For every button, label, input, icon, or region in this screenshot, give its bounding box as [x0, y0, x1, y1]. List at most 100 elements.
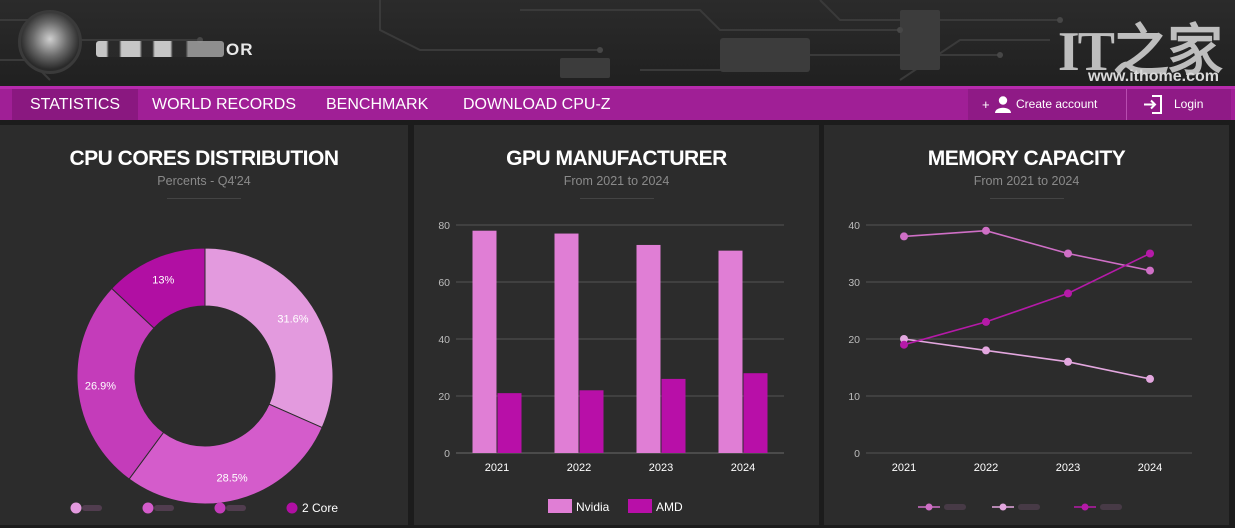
- series-line: [903, 229, 1151, 272]
- cpu-cores-panel: CPU CORES DISTRIBUTION Percents - Q4'24 …: [0, 125, 408, 525]
- bar-nvidia: [636, 244, 661, 453]
- memory-line-chart: 0 10 20 30 40 2021 2022 2023 2024: [848, 220, 1192, 511]
- plus-icon: +: [982, 97, 990, 112]
- circuit-background: [0, 0, 1063, 81]
- series-point: [1064, 289, 1072, 298]
- series-point: [1146, 374, 1154, 383]
- main-nav: STATISTICS WORLD RECORDS BENCHMARK DOWNL…: [0, 86, 1235, 120]
- x-tick-label: 2023: [649, 462, 673, 474]
- x-tick-label: 2021: [485, 462, 509, 474]
- login-label: Login: [1174, 97, 1204, 111]
- bar-amd: [743, 373, 768, 453]
- series-point: [1064, 249, 1072, 258]
- x-tick-label: 2024: [1138, 462, 1162, 474]
- legend-marker: [70, 502, 82, 514]
- series-point: [1146, 249, 1154, 258]
- user-icon: [995, 96, 1011, 113]
- bar-amd: [579, 390, 604, 453]
- nav-world-records[interactable]: WORLD RECORDS: [152, 96, 297, 113]
- x-tick-label: 2021: [892, 462, 916, 474]
- legend-label-blurred: [154, 505, 174, 511]
- y-tick-label: 0: [854, 448, 860, 460]
- series-point: [982, 226, 990, 235]
- y-tick-label: 20: [848, 334, 860, 346]
- y-tick-label: 10: [848, 391, 860, 403]
- watermark-url: www.ithome.com: [1088, 68, 1219, 85]
- series-point: [1146, 266, 1154, 275]
- site-logo-text[interactable]: OR: [96, 40, 254, 60]
- nav-separator: [1126, 89, 1127, 120]
- x-tick-label: 2022: [974, 462, 998, 474]
- bar-nvidia: [718, 250, 743, 453]
- donut-slice: [76, 287, 165, 480]
- donut-slice: [128, 403, 323, 505]
- nav-statistics[interactable]: STATISTICS: [12, 89, 139, 120]
- gpu-manufacturer-panel: GPU MANUFACTURER From 2021 to 2024 0 20 40…: [414, 125, 819, 525]
- create-account-label: Create account: [1016, 97, 1098, 111]
- donut-slice-label: 31.6%: [277, 314, 308, 326]
- memory-subtitle: From 2021 to 2024: [973, 174, 1080, 188]
- series-point: [900, 232, 908, 241]
- memory-capacity-panel: MEMORY CAPACITY From 2021 to 2024 0 10 20 3…: [824, 125, 1229, 525]
- y-tick-label: 20: [438, 391, 450, 403]
- legend-marker: [1081, 503, 1089, 511]
- donut-slice-label: 13%: [152, 275, 174, 287]
- y-tick-label: 40: [438, 334, 450, 346]
- x-tick-label: 2022: [567, 462, 591, 474]
- gpu-title: GPU MANUFACTURER: [506, 147, 727, 170]
- gpu-bar-chart: 0 20 40 60 80 2021 2022 2023 2024 Nvidia AMD: [438, 220, 784, 514]
- create-account-button[interactable]: + Create account: [968, 89, 1126, 120]
- x-tick-label: 2024: [731, 462, 755, 474]
- legend-swatch: [548, 499, 572, 513]
- watermark-logo: IT之家: [1057, 21, 1223, 83]
- y-tick-label: 30: [848, 277, 860, 289]
- donut-slice: [110, 247, 206, 329]
- legend-marker: [925, 503, 933, 511]
- logo-text-suffix: OR: [226, 40, 254, 59]
- legend-label-blurred: [944, 504, 966, 510]
- bar-amd: [497, 393, 522, 453]
- series-point: [900, 335, 908, 343]
- legend-label: AMD: [656, 500, 683, 514]
- donut-slice: [204, 247, 334, 429]
- legend-marker: [214, 502, 226, 514]
- nav-benchmark[interactable]: BENCHMARK: [326, 96, 429, 113]
- legend-marker: [999, 503, 1007, 511]
- series-point: [1064, 357, 1072, 366]
- donut-slice-label: 26.9%: [85, 381, 116, 393]
- legend-marker: [142, 502, 154, 514]
- title-divider: [580, 198, 654, 199]
- login-icon: [1144, 95, 1162, 114]
- legend-label: Nvidia: [576, 500, 610, 514]
- legend-label: 2 Core: [302, 501, 338, 515]
- title-divider: [990, 198, 1064, 199]
- legend-marker: [286, 502, 298, 514]
- logo-blurred-text: [96, 41, 224, 57]
- nav-download-cpuz[interactable]: DOWNLOAD CPU-Z: [463, 96, 611, 113]
- login-button[interactable]: Login: [1126, 89, 1231, 120]
- legend-label-blurred: [82, 505, 102, 511]
- legend-label-blurred: [1100, 504, 1122, 510]
- y-tick-label: 60: [438, 277, 450, 289]
- cpu-cores-subtitle: Percents - Q4'24: [157, 174, 251, 188]
- memory-title: MEMORY CAPACITY: [927, 147, 1126, 170]
- series-point: [982, 317, 990, 326]
- cpu-cores-donut-chart: 31.6% 28.5% 26.9% 13% 2 Core: [70, 247, 338, 515]
- bar-nvidia: [554, 233, 579, 453]
- legend-label-blurred: [1018, 504, 1040, 510]
- series-point: [900, 340, 908, 349]
- bar-amd: [661, 378, 686, 453]
- series-line: [903, 338, 1151, 380]
- site-header: OR IT之家 www.ithome.com: [0, 0, 1235, 86]
- x-tick-label: 2023: [1056, 462, 1080, 474]
- y-tick-label: 40: [848, 220, 860, 232]
- gpu-subtitle: From 2021 to 2024: [563, 174, 670, 188]
- site-logo-icon[interactable]: [18, 10, 82, 74]
- bar-nvidia: [472, 230, 497, 453]
- series-line: [903, 252, 1151, 346]
- donut-slice-label: 28.5%: [216, 472, 247, 484]
- legend-label-blurred: [226, 505, 246, 511]
- y-tick-label: 80: [438, 220, 450, 232]
- legend-swatch: [628, 499, 652, 513]
